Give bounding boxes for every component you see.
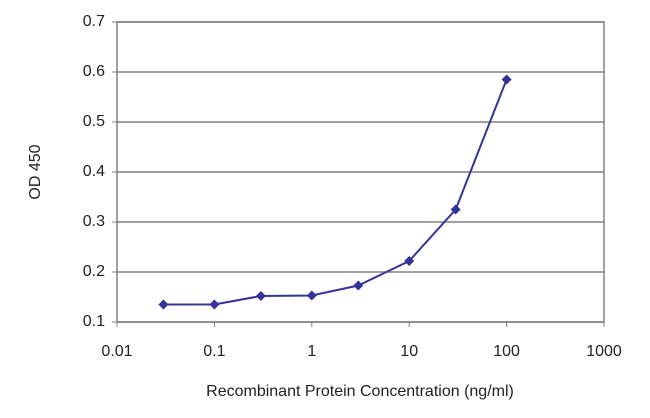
y-tick-label: 0.3 [83, 213, 105, 230]
data-point [450, 204, 461, 215]
data-point [306, 290, 317, 301]
x-tick-label: 100 [493, 343, 520, 360]
x-tick-label: 0.01 [101, 343, 132, 360]
y-tick-label: 0.6 [83, 63, 105, 80]
y-tick-label: 0.4 [83, 163, 105, 180]
y-axis-label: OD 450 [27, 144, 44, 199]
y-tick-label: 0.7 [83, 13, 105, 30]
data-point [209, 299, 220, 310]
x-tick-label: 1 [307, 343, 316, 360]
x-tick-label: 0.1 [203, 343, 225, 360]
data-point [353, 280, 364, 291]
data-point [404, 256, 415, 266]
y-tick-label: 0.1 [83, 313, 105, 330]
data-point [158, 299, 169, 310]
y-tick-label: 0.2 [83, 263, 105, 280]
x-tick-label: 10 [400, 343, 418, 360]
data-point [255, 291, 266, 301]
x-tick-label: 1000 [586, 343, 622, 360]
x-axis-label: Recombinant Protein Concentration (ng/ml… [206, 383, 514, 400]
data-line [163, 79, 508, 306]
data-point [501, 74, 512, 85]
y-tick-label: 0.5 [83, 113, 105, 130]
